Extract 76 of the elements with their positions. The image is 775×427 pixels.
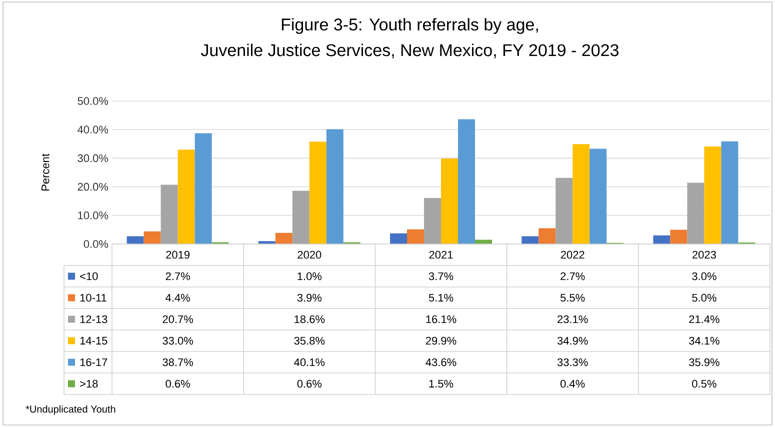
bar	[653, 235, 670, 244]
y-tick-label: 10.0%	[78, 212, 108, 220]
bar	[590, 148, 607, 244]
data-label: 35.8%	[294, 336, 325, 345]
data-label: 23.1%	[558, 315, 588, 324]
y-tick-label: 0.0%	[84, 240, 108, 248]
data-label: 21.4%	[689, 315, 720, 324]
x-tick-label: 2022	[560, 250, 584, 259]
chart-title: Figure 3-5: Youth referrals by age,	[282, 18, 538, 34]
x-tick-label: 2023	[692, 250, 716, 259]
bar	[309, 142, 326, 244]
data-label: 33.0%	[162, 336, 193, 345]
data-label: 16.1%	[426, 315, 456, 324]
data-label: 2.7%	[560, 272, 585, 280]
y-axis-title: Percent	[42, 154, 50, 191]
data-label: 29.9%	[426, 336, 456, 345]
data-label: 3.0%	[692, 272, 716, 280]
x-tick-label: 2020	[298, 250, 322, 259]
x-tick-label: 2021	[429, 250, 453, 259]
data-label: 20.7%	[162, 315, 193, 324]
data-label: 0.4%	[560, 380, 585, 388]
y-tick-label: 40.0%	[78, 126, 108, 134]
chart-subtitle: Juvenile Justice Services, New Mexico, FY 2019 - 2023	[200, 44, 618, 58]
bar	[326, 129, 344, 244]
bar	[144, 231, 161, 244]
data-label: 18.6%	[294, 315, 325, 324]
bar	[522, 236, 539, 244]
data-label: 5.0%	[692, 294, 716, 302]
bar	[126, 236, 144, 244]
data-label: 34.9%	[557, 336, 588, 345]
data-label: 1.0%	[298, 272, 322, 280]
data-label: 1.5%	[429, 380, 454, 388]
bar	[160, 184, 178, 244]
data-label: 4.4%	[166, 294, 190, 302]
x-tick-label: 2019	[166, 250, 190, 259]
bar	[572, 144, 590, 244]
legend-label: >18	[80, 380, 98, 388]
bar	[538, 228, 556, 244]
bar	[670, 230, 688, 244]
y-tick-label: 20.0%	[78, 182, 108, 191]
bar	[721, 141, 738, 244]
bar	[194, 133, 212, 244]
legend-label: 12-13	[80, 315, 108, 324]
data-label: 3.7%	[428, 272, 454, 280]
y-tick-label: 30.0%	[78, 154, 108, 162]
bar	[407, 229, 424, 244]
bar	[458, 119, 476, 244]
y-tick-label: 50.0%	[78, 97, 108, 105]
bar	[687, 182, 704, 244]
legend-label: 10-11	[80, 294, 106, 302]
data-label: 38.7%	[162, 358, 193, 366]
data-label: 34.1%	[689, 336, 720, 345]
bar	[441, 158, 458, 244]
bar	[475, 240, 492, 244]
data-label: 5.1%	[428, 294, 454, 302]
data-label: 0.6%	[166, 380, 190, 388]
data-label: 40.1%	[294, 358, 325, 366]
bar	[275, 232, 292, 244]
data-label: 43.6%	[426, 358, 456, 366]
bar	[292, 190, 310, 244]
data-label: 33.3%	[557, 358, 588, 366]
data-label: 5.5%	[560, 294, 585, 302]
bar	[178, 150, 195, 244]
legend-label: 14-15	[80, 336, 108, 345]
legend-label: <10	[80, 272, 98, 280]
bar	[704, 146, 722, 244]
bar	[556, 178, 573, 244]
legend-label: 16-17	[80, 358, 108, 366]
data-label: 35.9%	[689, 358, 720, 366]
data-label: 0.5%	[692, 380, 716, 388]
text: *Unduplicated Youth	[26, 405, 116, 415]
data-label: 2.7%	[166, 272, 190, 280]
data-label: 3.9%	[297, 294, 322, 302]
bar	[424, 198, 442, 244]
bar	[390, 233, 408, 244]
data-label: 0.6%	[297, 380, 322, 388]
